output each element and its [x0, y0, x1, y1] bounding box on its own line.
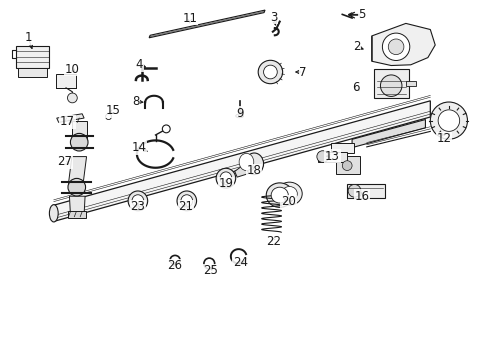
- Ellipse shape: [132, 195, 143, 207]
- Text: 16: 16: [354, 190, 368, 203]
- Polygon shape: [351, 120, 425, 148]
- Circle shape: [68, 179, 85, 196]
- Ellipse shape: [281, 186, 297, 201]
- Text: 4: 4: [135, 58, 143, 71]
- Circle shape: [316, 151, 328, 162]
- Text: 23: 23: [130, 200, 145, 213]
- Ellipse shape: [244, 153, 263, 175]
- Text: 17: 17: [60, 115, 75, 128]
- Polygon shape: [54, 101, 429, 221]
- Text: 6: 6: [351, 81, 359, 94]
- Polygon shape: [234, 165, 256, 177]
- Text: 3: 3: [269, 11, 277, 24]
- Ellipse shape: [220, 172, 231, 184]
- Text: 2: 2: [352, 40, 360, 53]
- Text: 22: 22: [266, 235, 281, 248]
- Bar: [16, 46, 49, 68]
- Text: 26: 26: [167, 259, 182, 272]
- Ellipse shape: [216, 168, 235, 188]
- Text: 9: 9: [235, 107, 243, 120]
- Ellipse shape: [128, 191, 147, 211]
- Text: 14: 14: [132, 141, 146, 154]
- Circle shape: [387, 39, 403, 55]
- Text: 24: 24: [233, 256, 247, 269]
- Text: 21: 21: [178, 200, 193, 213]
- Text: 11: 11: [182, 12, 197, 24]
- Bar: [405, 81, 415, 86]
- Bar: [18, 68, 47, 77]
- Ellipse shape: [203, 258, 214, 269]
- Bar: [56, 74, 76, 88]
- Polygon shape: [371, 23, 434, 66]
- Ellipse shape: [170, 255, 180, 264]
- Ellipse shape: [276, 182, 302, 205]
- Bar: [330, 143, 353, 153]
- Circle shape: [382, 33, 409, 60]
- Text: 25: 25: [203, 264, 217, 277]
- Circle shape: [380, 75, 401, 96]
- Polygon shape: [149, 10, 264, 38]
- Circle shape: [67, 93, 77, 103]
- Circle shape: [437, 110, 459, 131]
- Ellipse shape: [181, 195, 192, 207]
- Text: 7: 7: [299, 66, 306, 78]
- Ellipse shape: [265, 183, 292, 207]
- Ellipse shape: [235, 114, 243, 118]
- Bar: [68, 211, 86, 218]
- Text: 27: 27: [57, 156, 72, 168]
- Ellipse shape: [177, 191, 196, 211]
- Polygon shape: [69, 196, 85, 214]
- Ellipse shape: [258, 60, 282, 84]
- Text: 19: 19: [218, 177, 233, 190]
- Circle shape: [70, 134, 88, 151]
- Ellipse shape: [263, 65, 277, 79]
- Text: 12: 12: [436, 132, 450, 145]
- Ellipse shape: [270, 187, 288, 203]
- Text: 10: 10: [65, 63, 80, 76]
- Text: 13: 13: [325, 150, 339, 163]
- Bar: [318, 152, 346, 162]
- Circle shape: [342, 161, 351, 171]
- Circle shape: [347, 184, 360, 197]
- Bar: [336, 156, 359, 174]
- Text: 5: 5: [357, 8, 365, 21]
- Polygon shape: [57, 114, 84, 122]
- Ellipse shape: [49, 204, 58, 222]
- Bar: [373, 69, 408, 98]
- Text: 1: 1: [24, 31, 32, 44]
- Bar: [346, 184, 384, 198]
- Text: 15: 15: [106, 104, 121, 117]
- Circle shape: [162, 125, 170, 133]
- Text: 20: 20: [281, 195, 295, 208]
- Circle shape: [105, 114, 111, 120]
- Polygon shape: [72, 121, 87, 142]
- Circle shape: [429, 102, 467, 139]
- Text: 18: 18: [246, 164, 261, 177]
- Polygon shape: [68, 157, 86, 184]
- Ellipse shape: [239, 153, 253, 171]
- Text: 8: 8: [132, 95, 140, 108]
